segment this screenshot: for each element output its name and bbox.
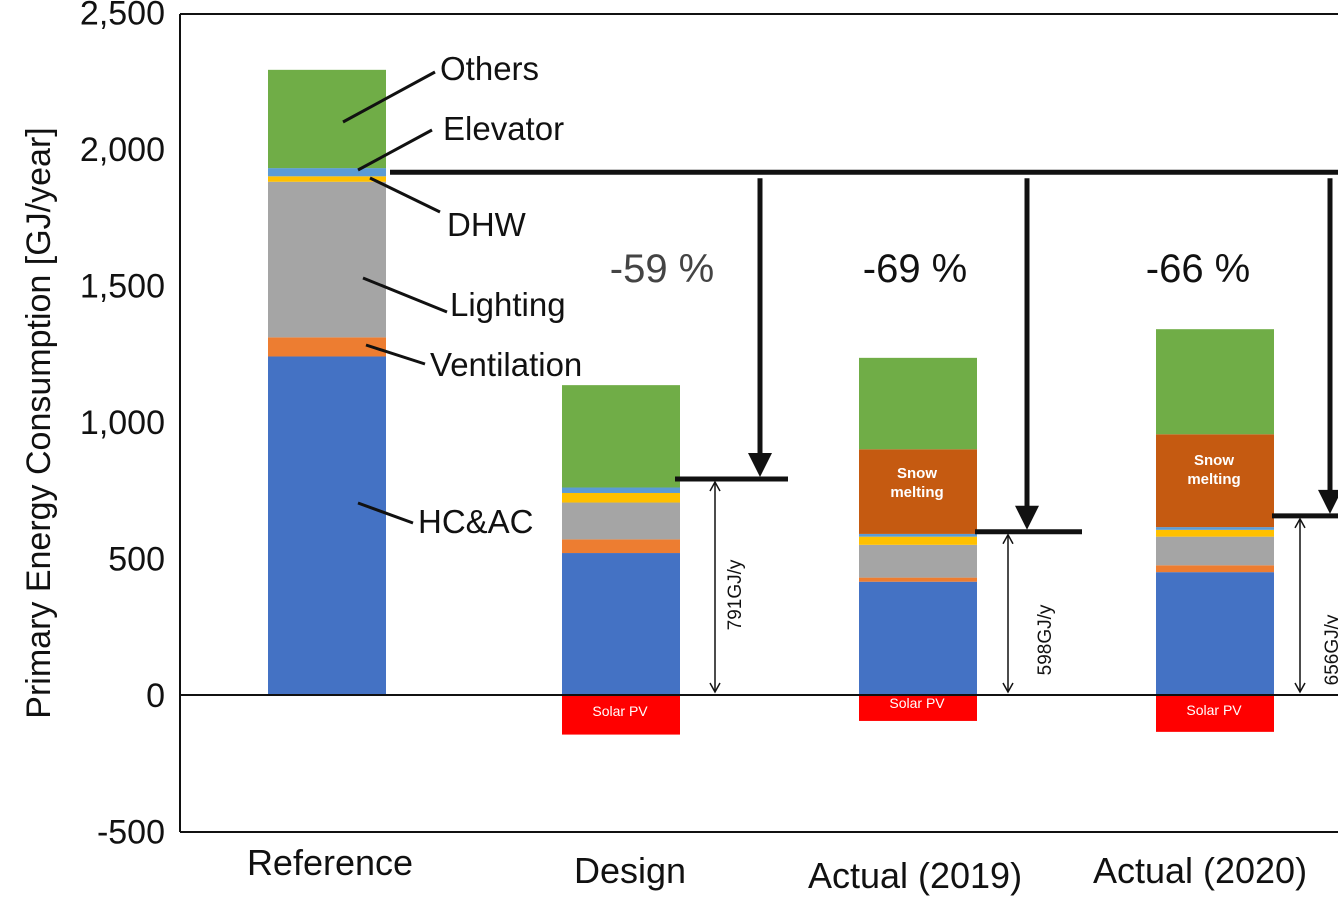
callout-line-elevator (357, 128, 433, 172)
legend-label-others: Others (440, 50, 539, 87)
bar-segment-dhw (268, 176, 386, 182)
snow-melting-label-2019-line1: Snow (897, 465, 937, 482)
snow-melting-label-2019-line2: melting (890, 484, 943, 501)
net-value-label-actual-2019: 598GJ/y (1035, 604, 1056, 675)
solar-pv-label-2019: Solar PV (889, 695, 945, 711)
y-tick-label: 2,500 (80, 0, 165, 33)
net-value-label-design: 791GJ/y (725, 559, 746, 630)
y-tick-labels: 2,500 2,000 1,500 1,000 500 0 -500 (80, 0, 165, 852)
solar-pv-label-2020: Solar PV (1186, 702, 1242, 718)
bar-segment-dhw (562, 492, 680, 503)
bar-segment-elevator (1156, 527, 1274, 530)
y-tick-label: 500 (108, 541, 165, 579)
net-dimension-arrowhead-top (709, 480, 721, 492)
callout-line-others (342, 70, 436, 124)
net-value-label-actual-2020: 656GJ/y (1322, 614, 1338, 685)
y-tick-label: 2,000 (80, 131, 165, 169)
reduction-arrow-head (1015, 505, 1039, 530)
bar-segment-lighting (562, 502, 680, 540)
bar-segment-elevator (562, 487, 680, 493)
bar-segment-ventilation (859, 577, 977, 582)
bar-segment-hc-ac (859, 581, 977, 695)
reduction-arrows (675, 178, 1338, 694)
bar-segment-others (859, 357, 977, 450)
bar-segment-ventilation (1156, 565, 1274, 573)
solar-pv-label-design: Solar PV (592, 703, 648, 719)
net-dimension-arrowhead-bottom (1294, 682, 1306, 694)
callout-line-hcac (357, 501, 414, 525)
bar-segment-snow-melting (1156, 434, 1274, 528)
legend-label-hcac: HC&AC (418, 503, 534, 540)
bar-segment-solar-pv (562, 695, 680, 735)
bar-segment-lighting (1156, 536, 1274, 566)
bar-segment-others (562, 385, 680, 488)
net-dimension-arrowhead-bottom (1002, 682, 1014, 694)
bar-segment-dhw (859, 536, 977, 545)
y-axis-label: Primary Energy Consumption [GJ/year] (20, 127, 58, 718)
x-tick-label-actual-2019: Actual (2019) (808, 855, 1022, 896)
callout-line-lighting (362, 276, 448, 314)
net-dimension-arrowhead-top (1002, 533, 1014, 545)
y-tick-label: 1,500 (80, 268, 165, 306)
y-tick-label: 1,000 (80, 404, 165, 442)
legend-label-dhw: DHW (447, 206, 527, 243)
bar-segment-solar-pv (859, 695, 977, 721)
reduction-label-actual-2019: -69 % (863, 247, 968, 291)
bar-segment-others (268, 69, 386, 169)
bar-segment-snow-melting (859, 449, 977, 534)
bar-segment-hc-ac (562, 553, 680, 695)
bar-segment-lighting (859, 544, 977, 578)
bar-segment-others (1156, 329, 1274, 435)
x-tick-label-design: Design (574, 850, 686, 891)
bar-segment-elevator (859, 533, 977, 537)
snow-melting-label-2020-line2: melting (1187, 471, 1240, 488)
snow-melting-label-2020-line1: Snow (1194, 452, 1234, 469)
bar-segment-hc-ac (268, 356, 386, 695)
reduction-label-actual-2020: -66 % (1146, 247, 1251, 291)
net-dimension-arrowhead-bottom (709, 682, 721, 694)
legend-label-ventilation: Ventilation (430, 346, 582, 383)
callout-line-dhw (369, 176, 441, 214)
y-tick-label: -500 (97, 814, 165, 852)
bar-segment-solar-pv (1156, 695, 1274, 732)
reduction-label-design: -59 % (610, 247, 715, 291)
reduction-arrow-head (748, 453, 772, 478)
callout-line-ventilation (365, 343, 426, 366)
bar-segment-lighting (268, 181, 386, 338)
legend-label-lighting: Lighting (450, 286, 566, 323)
bar-segment-hc-ac (1156, 572, 1274, 695)
bar-segment-ventilation (562, 539, 680, 554)
reduction-arrow-head (1318, 489, 1338, 514)
y-tick-label: 0 (146, 677, 165, 715)
bars-group (268, 69, 1274, 735)
bar-segment-dhw (1156, 529, 1274, 537)
legend-label-elevator: Elevator (443, 110, 564, 147)
bar-segment-ventilation (268, 337, 386, 357)
x-tick-label-actual-2020: Actual (2020) (1093, 850, 1307, 891)
x-tick-label-reference: Reference (247, 842, 413, 883)
net-dimension-arrowhead-top (1294, 517, 1306, 529)
bar-segment-elevator (268, 168, 386, 177)
